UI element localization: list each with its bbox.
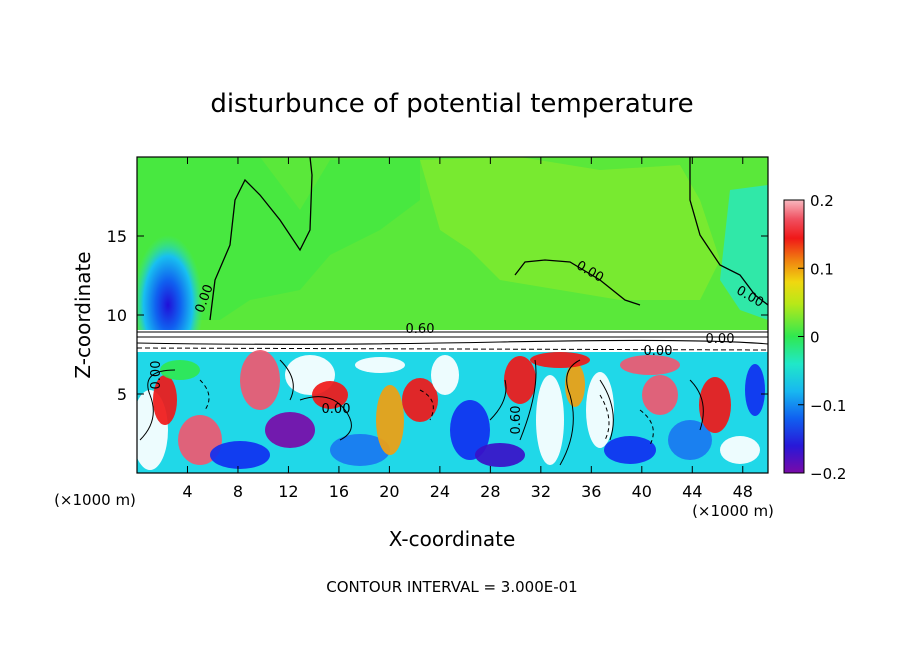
x-tick-label: 40 (632, 482, 652, 501)
x-tick-label: 28 (480, 482, 500, 501)
colorbar-ticks: 0.2 0.1 0 −0.1 −0.2 (798, 192, 846, 483)
x-tick-label: 20 (379, 482, 399, 501)
heatmap-lower-contours (139, 359, 704, 466)
heatmap-blob (668, 420, 712, 460)
y-tick-label: 15 (107, 227, 127, 246)
heatmap-blob (699, 377, 731, 433)
heatmap-blob (642, 375, 678, 415)
x-tick-label: 32 (531, 482, 551, 501)
chart-title: disturbunce of potential temperature (210, 89, 693, 119)
heatmap-lower-blobs (137, 350, 765, 470)
heatmap-blob (355, 357, 405, 373)
y-axis-label: Z-coordinate (71, 251, 95, 378)
heatmap-blob (153, 375, 177, 425)
heatmap-blob (620, 355, 680, 375)
heatmap-blob (720, 436, 760, 464)
y-tick-label: 5 (117, 385, 127, 404)
heatmap-blob (330, 434, 390, 466)
x-unit-note-right: (×1000 m) (692, 502, 774, 520)
heatmap-white-band (137, 330, 768, 352)
x-tick-label: 44 (682, 482, 702, 501)
x-tick-label: 36 (581, 482, 601, 501)
x-tick-label: 4 (182, 482, 192, 501)
heatmap-blob (312, 381, 348, 409)
heatmap-blob (475, 443, 525, 467)
contour-label: 0.00 (644, 344, 673, 359)
heatmap-blob (265, 412, 315, 448)
contour-label: 0.60 (406, 322, 435, 337)
heatmap-upper-contour-right (514, 157, 768, 306)
heatmap-lower-dashed (199, 379, 654, 446)
heatmap-upper-contour-left (209, 157, 313, 321)
x-tick-label: 16 (329, 482, 349, 501)
x-tick-label: 12 (278, 482, 298, 501)
heatmap-upper-yellowgreen (420, 157, 720, 300)
heatmap-blob (431, 355, 459, 395)
heatmap-upper-lightgreen (137, 157, 420, 320)
heatmap-upper-right-cyan (720, 185, 768, 320)
x-tick-label: 8 (233, 482, 243, 501)
heatmap-blob (402, 378, 438, 422)
y-tick-label: 10 (107, 306, 127, 325)
x-tick-label: 48 (733, 482, 753, 501)
heatmap-blob (604, 436, 656, 464)
heatmap-blob (530, 352, 590, 368)
x-axis-label: X-coordinate (389, 527, 516, 551)
colorbar-tick-label: 0.2 (810, 192, 834, 210)
heatmap-blob (586, 372, 614, 448)
heatmap-blob (536, 375, 564, 465)
contour-label: 0.00 (706, 332, 735, 347)
heatmap-blob (745, 364, 765, 416)
heatmap-blob (504, 356, 536, 404)
heatmap-blob (376, 385, 404, 455)
colorbar-tick-label: −0.1 (810, 397, 846, 415)
colorbar-tick-label: −0.2 (810, 465, 846, 483)
colorbar-tick-label: 0.1 (810, 260, 834, 278)
colorbar-tick-label: 0 (810, 329, 820, 347)
contour-label: 0.00 (149, 361, 164, 390)
heatmap-blob (450, 400, 490, 460)
heatmap-blob (160, 360, 200, 380)
contour-interval-note: CONTOUR INTERVAL = 3.000E-01 (326, 578, 577, 596)
x-tick-label: 24 (430, 482, 450, 501)
x-unit-note-left: (×1000 m) (54, 491, 136, 509)
heatmap-blob (240, 350, 280, 410)
heatmap-blob (565, 363, 585, 407)
heatmap-band-contours (137, 331, 768, 345)
heatmap-blob (210, 441, 270, 469)
contour-label: 0.00 (322, 402, 351, 417)
contour-label: 0.60 (509, 406, 524, 435)
heatmap-field (137, 157, 768, 473)
